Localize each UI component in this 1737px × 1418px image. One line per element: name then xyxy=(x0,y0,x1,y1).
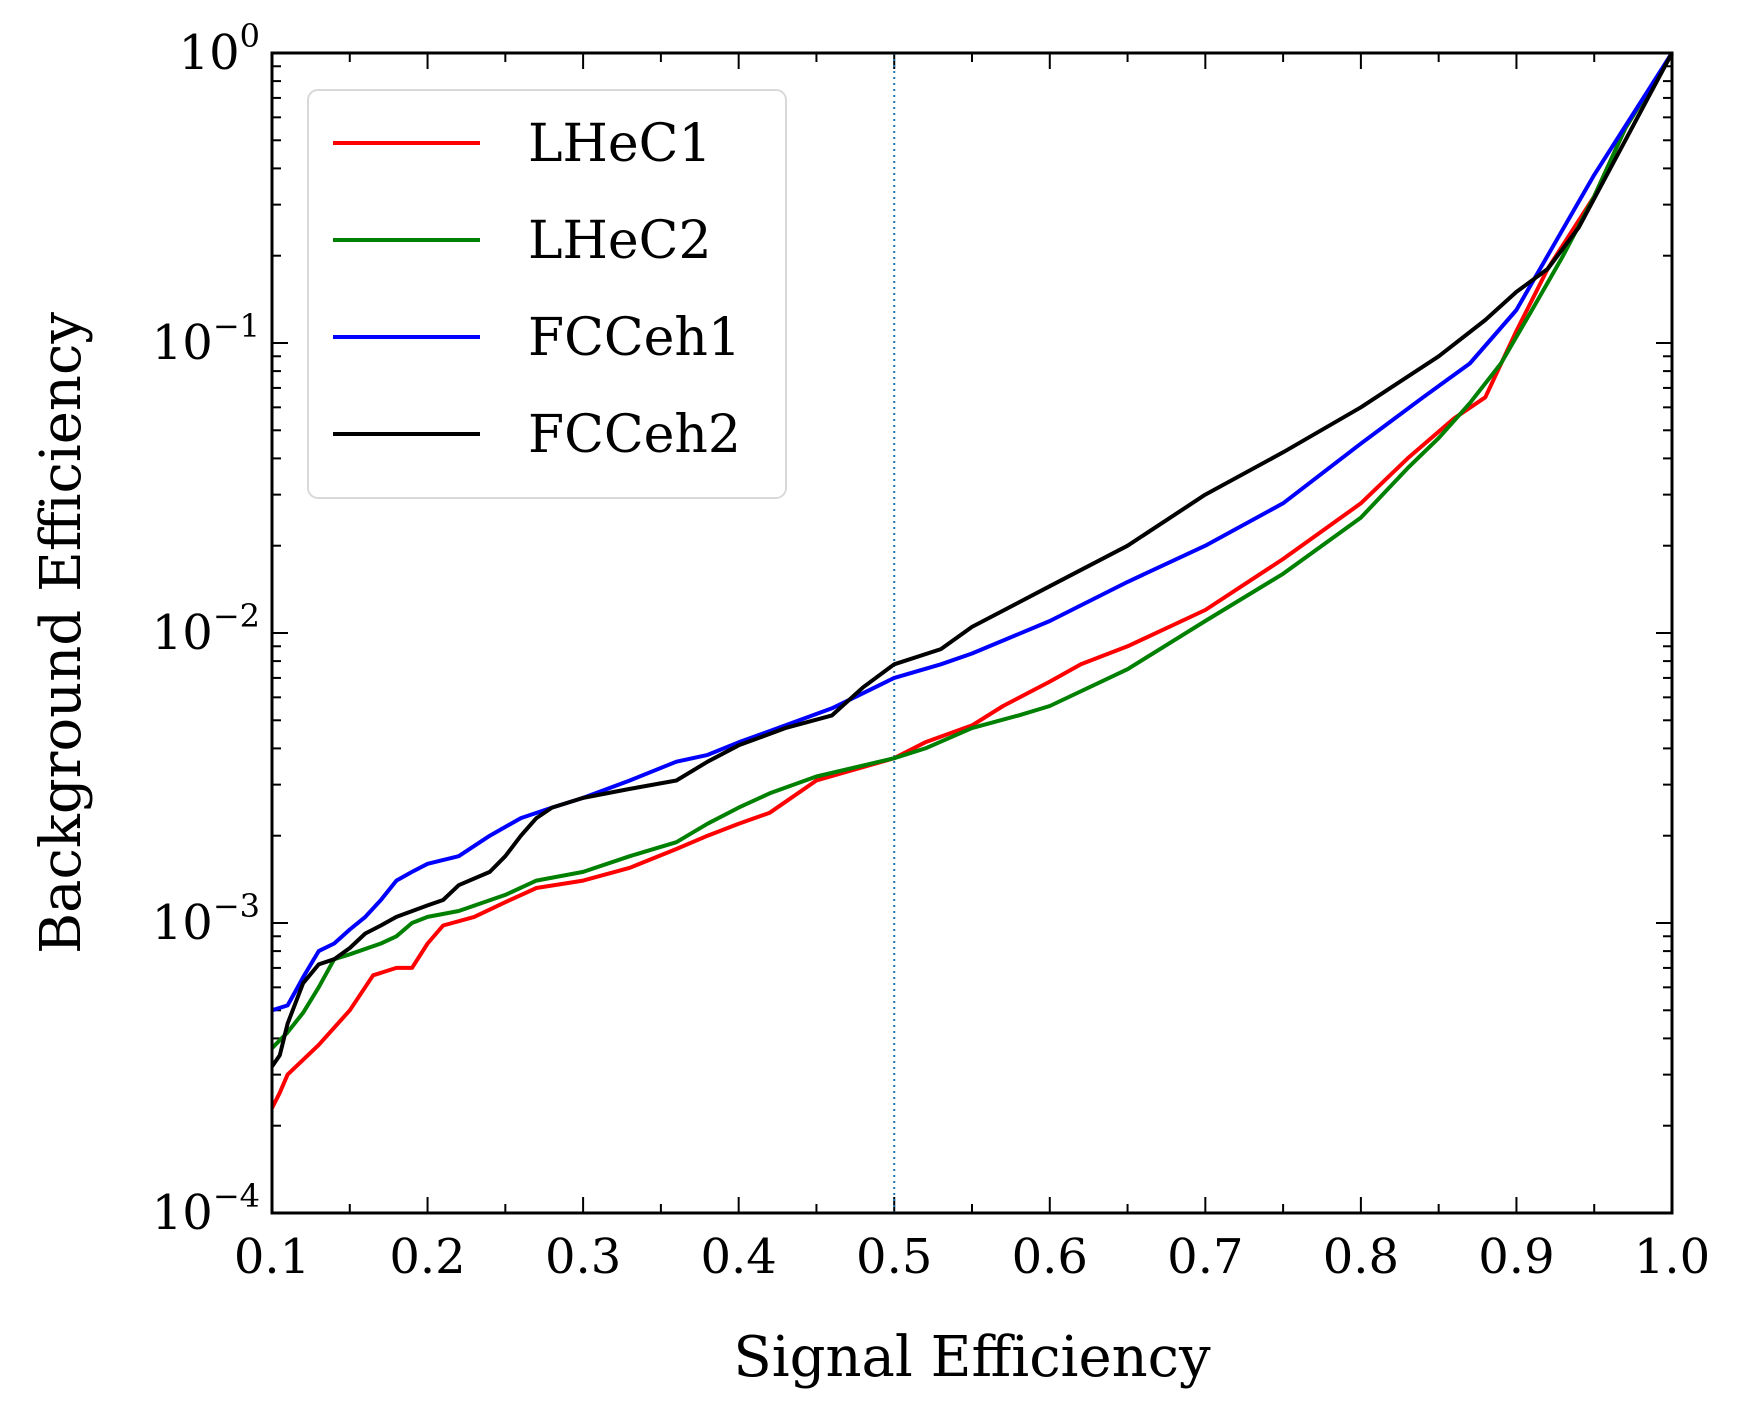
legend-label-lhec2: LHeC2 xyxy=(528,211,712,271)
series-line-lhec1 xyxy=(270,51,1674,1110)
y-tick-label: 100 xyxy=(179,17,260,81)
y-tick-label: 10−3 xyxy=(152,887,260,951)
y-tick-label: 10−2 xyxy=(152,597,260,661)
x-tick-label: 0.9 xyxy=(1478,1229,1554,1285)
y-tick-labels: 100 10−1 10−2 10−3 10−4 xyxy=(152,17,260,1241)
x-tick-label: 0.8 xyxy=(1323,1229,1399,1285)
x-tick-label: 0.6 xyxy=(1012,1229,1088,1285)
series-layer xyxy=(270,51,1674,1110)
x-tick-label: 1.0 xyxy=(1634,1229,1710,1285)
x-tick-label: 0.5 xyxy=(856,1229,932,1285)
x-tick-label: 0.2 xyxy=(389,1229,465,1285)
legend: LHeC1 LHeC2 FCCeh1 FCCeh2 xyxy=(307,89,787,499)
x-tick-label: 0.1 xyxy=(234,1229,310,1285)
y-tick-label: 10−4 xyxy=(152,1177,260,1241)
legend-label-fcceh2: FCCeh2 xyxy=(528,405,741,465)
x-tick-labels: 0.1 0.2 0.3 0.4 0.5 0.6 0.7 0.8 0.9 1.0 xyxy=(234,1229,1710,1285)
legend-label-lhec1: LHeC1 xyxy=(528,114,712,174)
x-tick-label: 0.4 xyxy=(700,1229,776,1285)
y-axis-title: Background Efficiency xyxy=(29,312,94,954)
plot-frame xyxy=(270,51,1674,1215)
x-tick-label: 0.3 xyxy=(545,1229,621,1285)
series-line-fcceh2 xyxy=(270,52,1674,1068)
series-line-fcceh1 xyxy=(271,51,1674,1013)
legend-box xyxy=(307,89,787,499)
x-axis-title: Signal Efficiency xyxy=(733,1325,1211,1390)
legend-label-fcceh1: FCCeh1 xyxy=(528,308,741,368)
series-line-lhec2 xyxy=(270,51,1674,1050)
x-tick-label: 0.7 xyxy=(1167,1229,1243,1285)
y-tick-label: 10−1 xyxy=(152,307,260,371)
